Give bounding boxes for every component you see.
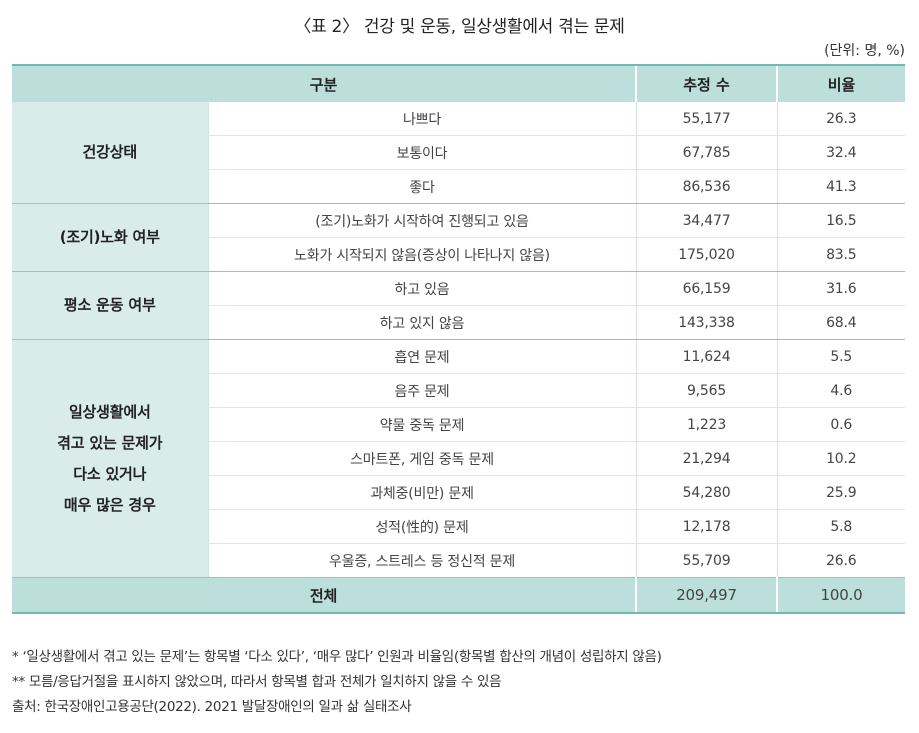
row-ratio: 4.6 [776,373,906,408]
row-item: 약물 중독 문제 [207,407,637,442]
group-label-line: 일상생활에서 [68,402,151,421]
row-ratio: 16.5 [776,203,906,238]
header-ratio: 비율 [776,64,906,102]
table-row: 과체중(비만) 문제 54,280 25.9 [12,475,906,510]
row-ratio: 32.4 [776,135,906,170]
footnote-1: * ‘일상생활에서 겪고 있는 문제’는 항목별 ‘다소 있다’, ‘매우 많다… [12,649,662,665]
source-note: 출처: 한국장애인고용공단(2022). 2021 발달장애인의 일과 삶 실태… [12,699,412,715]
group-label-health: 건강상태 [12,102,208,204]
group-label-aging: (조기)노화 여부 [12,203,208,272]
row-item: 음주 문제 [207,373,637,408]
group-label-line: 겪고 있는 문제가 [57,433,163,452]
row-item: 하고 있지 않음 [207,305,637,340]
table-row: 일상생활에서 겪고 있는 문제가 다소 있거나 매우 많은 경우 흡연 문제 1… [12,339,906,578]
row-item: 스마트폰, 게임 중독 문제 [207,441,637,476]
row-count: 67,785 [635,135,778,170]
unit-label: (단위: 명, %) [824,43,905,59]
header-row: 구분 추정 수 비율 [12,64,906,102]
total-row: 전체 209,497 100.0 [12,577,906,614]
row-item: 과체중(비만) 문제 [207,475,637,510]
row-item: 보통이다 [207,135,637,170]
table-row: 성적(性的) 문제 12,178 5.8 [12,509,906,544]
footnote-2: ** 모름/응답거절을 표시하지 않았으며, 따라서 항목별 합과 전체가 일치… [12,674,502,690]
row-ratio: 0.6 [776,407,906,442]
group-label-line: 다소 있거나 [73,464,147,483]
row-count: 54,280 [635,475,778,510]
row-ratio: 5.8 [776,509,906,544]
row-ratio: 25.9 [776,475,906,510]
total-count: 209,497 [635,577,778,614]
row-item: (조기)노화가 시작하여 진행되고 있음 [207,203,637,238]
row-count: 66,159 [635,271,778,306]
row-item: 좋다 [207,169,637,204]
row-count: 175,020 [635,237,778,272]
table-row: 평소 운동 여부 하고 있음 66,159 31.6 [12,271,906,340]
total-label: 전체 [12,577,637,614]
table-row: 건강상태 나쁘다 55,177 26.3 [12,102,906,204]
row-count: 34,477 [635,203,778,238]
total-ratio: 100.0 [776,577,906,614]
row-item: 나쁘다 [207,102,637,136]
row-count: 55,177 [635,102,778,136]
row-ratio: 26.6 [776,543,906,578]
row-count: 143,338 [635,305,778,340]
row-item: 흡연 문제 [207,339,637,374]
row-ratio: 10.2 [776,441,906,476]
group-label-line: 매우 많은 경우 [63,495,156,514]
row-count: 11,624 [635,339,778,374]
table-row: 스마트폰, 게임 중독 문제 21,294 10.2 [12,441,906,476]
row-ratio: 26.3 [776,102,906,136]
header-count: 추정 수 [635,64,778,102]
row-item: 성적(性的) 문제 [207,509,637,544]
row-count: 86,536 [635,169,778,204]
row-ratio: 5.5 [776,339,906,374]
row-count: 1,223 [635,407,778,442]
table-row: (조기)노화 여부 (조기)노화가 시작하여 진행되고 있음 34,477 16… [12,203,906,272]
group-label-exercise: 평소 운동 여부 [12,271,208,340]
table-row: 좋다 86,536 41.3 [12,169,906,204]
statistics-table: 구분 추정 수 비율 건강상태 나쁘다 55,177 26.3 보통이다 67,… [12,64,906,614]
row-count: 9,565 [635,373,778,408]
row-ratio: 41.3 [776,169,906,204]
row-count: 21,294 [635,441,778,476]
row-item: 노화가 시작되지 않음(증상이 나타나지 않음) [207,237,637,272]
row-ratio: 31.6 [776,271,906,306]
table-row: 보통이다 67,785 32.4 [12,135,906,170]
table-row: 하고 있지 않음 143,338 68.4 [12,305,906,340]
row-item: 하고 있음 [207,271,637,306]
row-count: 55,709 [635,543,778,578]
table-row: 약물 중독 문제 1,223 0.6 [12,407,906,442]
header-category: 구분 [12,64,637,102]
group-label-daily-problems: 일상생활에서 겪고 있는 문제가 다소 있거나 매우 많은 경우 [12,339,208,578]
footnotes: * ‘일상생활에서 겪고 있는 문제’는 항목별 ‘다소 있다’, ‘매우 많다… [12,645,662,720]
row-count: 12,178 [635,509,778,544]
table-title: 〈표 2〉 건강 및 운동, 일상생활에서 겪는 문제 [294,17,625,37]
table-row: 음주 문제 9,565 4.6 [12,373,906,408]
row-item: 우울증, 스트레스 등 정신적 문제 [207,543,637,578]
table-row: 우울증, 스트레스 등 정신적 문제 55,709 26.6 [12,543,906,578]
row-ratio: 83.5 [776,237,906,272]
row-ratio: 68.4 [776,305,906,340]
table-row: 노화가 시작되지 않음(증상이 나타나지 않음) 175,020 83.5 [12,237,906,272]
